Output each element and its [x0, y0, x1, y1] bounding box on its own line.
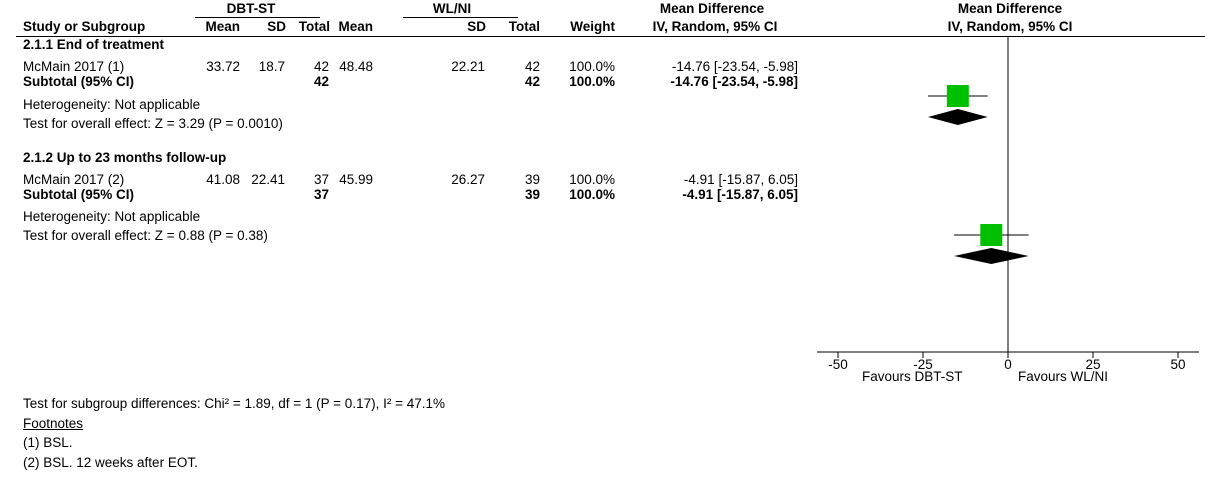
study-mean1: 41.08: [206, 172, 240, 187]
study-sd1: 22.41: [251, 172, 285, 187]
heterogeneity-text: Heterogeneity: Not applicable: [23, 97, 201, 112]
subtotal-ci: -14.76 [-23.54, -5.98]: [670, 74, 798, 89]
subtotal-label: Subtotal (95% CI): [23, 74, 135, 89]
subtotal-label: Subtotal (95% CI): [23, 187, 135, 202]
subtotal-ci: -4.91 [-15.87, 6.05]: [682, 187, 798, 202]
favours-right-label: Favours WL/NI: [1018, 369, 1109, 384]
study-weight: 100.0%: [569, 59, 615, 74]
subtotal-total2: 39: [524, 187, 540, 202]
column-total2-header: Total: [508, 19, 540, 34]
heterogeneity-text: Heterogeneity: Not applicable: [23, 209, 201, 224]
study-total1: 42: [313, 59, 329, 74]
column-mean2-header: Mean: [338, 19, 373, 34]
footnote-item: (1) BSL.: [23, 435, 73, 450]
subgroup-title: 2.1.2 Up to 23 months follow-up: [23, 150, 227, 165]
study-point: [946, 85, 969, 107]
header-rule: [16, 36, 1205, 37]
overall-effect-text: Test for overall effect: Z = 0.88 (P = 0…: [23, 228, 268, 243]
study-total2: 42: [524, 59, 540, 74]
study-ci: -4.91 [-15.87, 6.05]: [683, 172, 798, 187]
study-name: McMain 2017 (2): [23, 172, 125, 187]
column-weight-header: Weight: [570, 19, 615, 34]
column-total1-header: Total: [298, 19, 330, 34]
mean-difference-header-right: Mean Difference: [957, 1, 1063, 16]
study-point: [980, 224, 1003, 246]
study-mean2: 48.48: [339, 59, 373, 74]
study-total1: 37: [313, 172, 329, 187]
group2-underline: [403, 17, 518, 18]
group1-header: DBT-ST: [226, 1, 276, 16]
study-sd2: 22.21: [451, 59, 485, 74]
subtotal-weight: 100.0%: [569, 187, 615, 202]
column-ci-header-right: IV, Random, 95% CI: [947, 19, 1073, 34]
axis-tick-label: -25: [913, 357, 933, 372]
subgroup-title: 2.1.1 End of treatment: [23, 37, 165, 52]
subtotal-total1: 42: [313, 74, 329, 89]
study-sd1: 18.7: [258, 59, 285, 74]
axis-tick-label: 50: [1170, 357, 1185, 372]
column-ci-header-left: IV, Random, 95% CI: [652, 19, 778, 34]
study-ci: -14.76 [-23.54, -5.98]: [671, 59, 798, 74]
favours-left-label: Favours DBT-ST: [862, 369, 963, 384]
study-mean2: 45.99: [339, 172, 373, 187]
subtotal-total2: 42: [524, 74, 540, 89]
footnote-item: (2) BSL. 12 weeks after EOT.: [23, 455, 198, 470]
column-sd2-header: SD: [467, 19, 486, 34]
study-weight: 100.0%: [569, 172, 615, 187]
study-mean1: 33.72: [206, 59, 240, 74]
group2-header: WL/NI: [432, 1, 472, 16]
axis-tick-label: 25: [1085, 357, 1100, 372]
column-sd1-header: SD: [267, 19, 286, 34]
subtotal-diamond: [954, 248, 1029, 264]
axis-tick-label: -50: [828, 357, 848, 372]
subtotal-total1: 37: [313, 187, 329, 202]
group1-underline: [195, 17, 320, 18]
column-mean1-header: Mean: [205, 19, 240, 34]
column-study-header: Study or Subgroup: [23, 19, 146, 34]
footnotes-title: Footnotes: [23, 416, 84, 431]
mean-difference-header-left: Mean Difference: [659, 1, 765, 16]
subtotal-diamond: [927, 109, 988, 125]
overall-effect-text: Test for overall effect: Z = 3.29 (P = 0…: [23, 116, 283, 131]
axis-tick-label: 0: [1004, 357, 1012, 372]
subgroup-differences-text: Test for subgroup differences: Chi² = 1.…: [23, 396, 445, 411]
subtotal-weight: 100.0%: [569, 74, 615, 89]
study-sd2: 26.27: [451, 172, 485, 187]
study-name: McMain 2017 (1): [23, 59, 125, 74]
study-total2: 39: [524, 172, 540, 187]
